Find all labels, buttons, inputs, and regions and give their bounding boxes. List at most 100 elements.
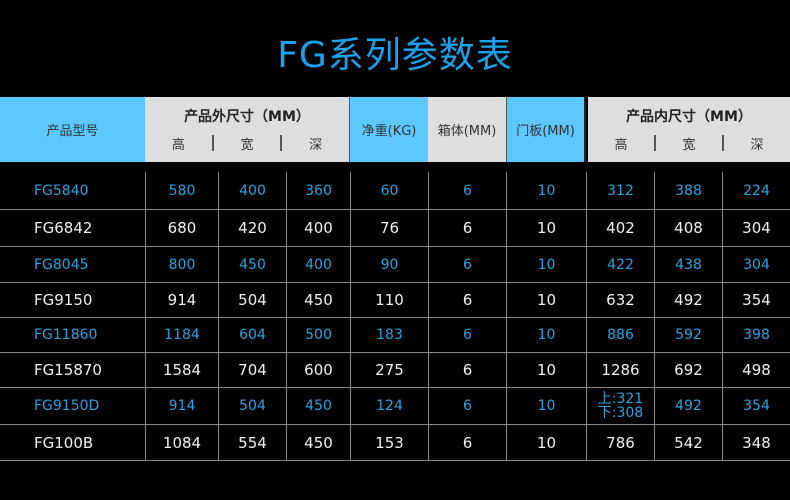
cell-model: FG8045 bbox=[34, 256, 89, 273]
divider bbox=[722, 135, 724, 151]
table-row: FG11860 1184 604 500 183 6 10 886 592 398 bbox=[0, 318, 790, 353]
header-sub-depth: 深 bbox=[309, 138, 323, 153]
cell-value: 438 bbox=[654, 247, 722, 282]
cell-model: FG100B bbox=[34, 433, 94, 452]
cell-value: 6 bbox=[428, 425, 506, 460]
cell-value: 914 bbox=[145, 388, 218, 424]
cell-value: 504 bbox=[218, 283, 286, 317]
cell-value: 1286 bbox=[586, 353, 654, 387]
cell-value: 786 bbox=[586, 425, 654, 460]
cell-value: 10 bbox=[506, 388, 586, 424]
cell-value: 6 bbox=[428, 283, 506, 317]
cell-model: FG11860 bbox=[34, 327, 98, 343]
cell-value: 492 bbox=[654, 283, 722, 317]
divider bbox=[654, 135, 656, 151]
header-weight: 净重(KG) bbox=[350, 97, 428, 162]
cell-value: 422 bbox=[586, 247, 654, 282]
cell-value: 124 bbox=[350, 388, 428, 424]
header-sub-depth: 深 bbox=[750, 138, 764, 153]
cell-value: 420 bbox=[218, 210, 286, 246]
cell-value: 450 bbox=[286, 388, 350, 424]
cell-value: 60 bbox=[350, 172, 428, 209]
cell-value: 504 bbox=[218, 388, 286, 424]
cell-value: 10 bbox=[506, 247, 586, 282]
cell-value: 312 bbox=[586, 172, 654, 209]
cell-value: 500 bbox=[286, 318, 350, 352]
cell-model: FG15870 bbox=[34, 361, 102, 379]
header-inner-size: 产品内尺寸（MM） 高 宽 深 bbox=[588, 97, 790, 162]
cell-value: 408 bbox=[654, 210, 722, 246]
cell-value: 542 bbox=[654, 425, 722, 460]
cell-value: 886 bbox=[586, 318, 654, 352]
cell-value: 680 bbox=[145, 210, 218, 246]
cell-value: 10 bbox=[506, 210, 586, 246]
cell-value: 388 bbox=[654, 172, 722, 209]
header-door: 门板(MM) bbox=[507, 97, 586, 162]
table-row: FG6842 680 420 400 76 6 10 402 408 304 bbox=[0, 210, 790, 247]
table-row: FG15870 1584 704 600 275 6 10 1286 692 498 bbox=[0, 353, 790, 388]
header-sub-height: 高 bbox=[614, 138, 628, 153]
cell-value: 450 bbox=[218, 247, 286, 282]
cell-value: 10 bbox=[506, 425, 586, 460]
cell-value: 304 bbox=[722, 210, 790, 246]
cell-value: 10 bbox=[506, 283, 586, 317]
cell-value: 554 bbox=[218, 425, 286, 460]
cell-value: 6 bbox=[428, 318, 506, 352]
cell-value: 224 bbox=[722, 172, 790, 209]
cell-value: 450 bbox=[286, 283, 350, 317]
cell-value: 10 bbox=[506, 318, 586, 352]
table-row: FG8045 800 450 400 90 6 10 422 438 304 bbox=[0, 247, 790, 283]
cell-value: 360 bbox=[286, 172, 350, 209]
header-sub-width: 宽 bbox=[240, 138, 254, 153]
cell-value: 354 bbox=[722, 283, 790, 317]
cell-value: 76 bbox=[350, 210, 428, 246]
cell-value: 498 bbox=[722, 353, 790, 387]
cell-value-lower: 下:308 bbox=[597, 405, 644, 421]
cell-value: 914 bbox=[145, 283, 218, 317]
cell-value: 632 bbox=[586, 283, 654, 317]
cell-value: 10 bbox=[506, 353, 586, 387]
cell-value: 6 bbox=[428, 247, 506, 282]
header-sub-width: 宽 bbox=[682, 138, 696, 153]
cell-value: 592 bbox=[654, 318, 722, 352]
header-inner-title: 产品内尺寸（MM） bbox=[626, 109, 752, 125]
cell-value: 304 bbox=[722, 247, 790, 282]
cell-value: 183 bbox=[350, 318, 428, 352]
cell-value: 450 bbox=[286, 425, 350, 460]
cell-model: FG6842 bbox=[34, 219, 93, 237]
cell-value: 348 bbox=[722, 425, 790, 460]
page-title: FG系列参数表 bbox=[277, 35, 513, 76]
cell-value: 153 bbox=[350, 425, 428, 460]
cell-model: FG9150 bbox=[34, 291, 93, 309]
table-row: FG9150 914 504 450 110 6 10 632 492 354 bbox=[0, 283, 790, 318]
header-outer-size: 产品外尺寸（MM） 高 宽 深 bbox=[145, 97, 350, 162]
cell-value: 580 bbox=[145, 172, 218, 209]
header-box: 箱体(MM) bbox=[428, 97, 507, 162]
cell-value: 6 bbox=[428, 172, 506, 209]
cell-value: 800 bbox=[145, 247, 218, 282]
cell-value: 600 bbox=[286, 353, 350, 387]
header-outer-title: 产品外尺寸（MM） bbox=[184, 109, 310, 125]
cell-value: 354 bbox=[722, 388, 790, 424]
cell-value-upper: 上:321 bbox=[597, 391, 644, 407]
cell-value: 492 bbox=[654, 388, 722, 424]
cell-value: 604 bbox=[218, 318, 286, 352]
cell-value: 6 bbox=[428, 210, 506, 246]
cell-value: 400 bbox=[286, 247, 350, 282]
cell-value: 6 bbox=[428, 388, 506, 424]
cell-value: 1584 bbox=[145, 353, 218, 387]
header-sub-height: 高 bbox=[171, 138, 185, 153]
cell-model: FG9150D bbox=[34, 398, 100, 414]
cell-value: 1184 bbox=[145, 318, 218, 352]
divider bbox=[280, 135, 283, 151]
table-row: FG100B 1084 554 450 153 6 10 786 542 348 bbox=[0, 425, 790, 461]
cell-value: 400 bbox=[218, 172, 286, 209]
cell-value: 402 bbox=[586, 210, 654, 246]
cell-value: 10 bbox=[506, 172, 586, 209]
cell-value: 398 bbox=[722, 318, 790, 352]
cell-value: 上:321 下:308 bbox=[586, 388, 654, 424]
cell-value: 1084 bbox=[145, 425, 218, 460]
cell-value: 704 bbox=[218, 353, 286, 387]
cell-value: 275 bbox=[350, 353, 428, 387]
cell-value: 110 bbox=[350, 283, 428, 317]
